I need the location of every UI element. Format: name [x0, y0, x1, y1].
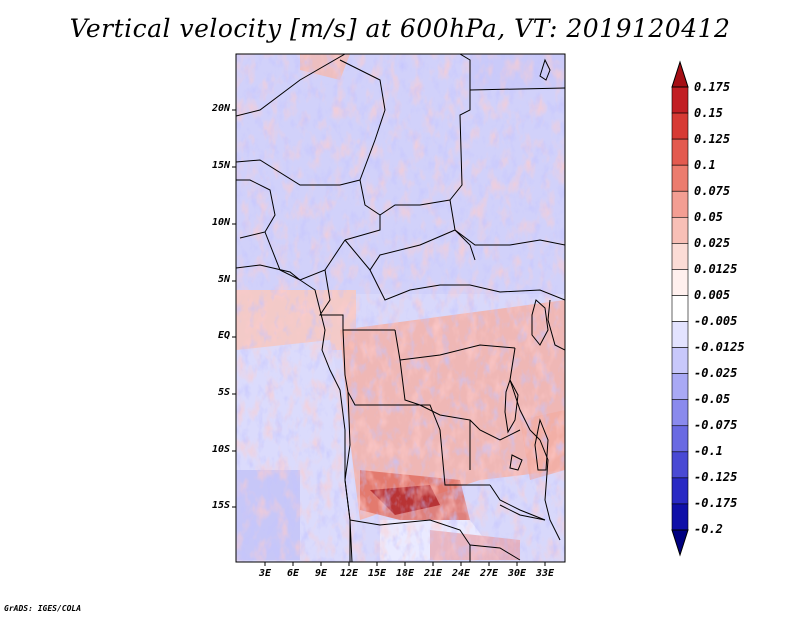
- colorbar-label: 0.005: [694, 288, 731, 302]
- lat-label-15s: 15S: [211, 500, 230, 511]
- colorbar-cell: [671, 451, 689, 479]
- lat-label-eq: EQ: [217, 330, 230, 341]
- map-frame: [235, 53, 566, 563]
- lon-label-27e: 27E: [479, 568, 499, 579]
- lon-label-12e: 12E: [339, 568, 359, 579]
- colorbar-cell: [671, 190, 689, 218]
- colorbar-cell: [671, 321, 689, 348]
- colorbar-top-arrow: [671, 60, 689, 88]
- colorbar-cell: [671, 164, 689, 192]
- lon-label-18e: 18E: [395, 568, 415, 579]
- colorbar-cell: [671, 373, 689, 401]
- lat-label-5s: 5S: [217, 387, 230, 398]
- colorbar-cells: [671, 86, 689, 531]
- grads-credit: GrADS: IGES/COLA: [4, 604, 82, 613]
- colorbar-cell: [671, 477, 689, 505]
- colorbar-label: 0.075: [694, 184, 731, 198]
- axis-ticks: [232, 109, 546, 566]
- colorbar-bottom-arrow: [671, 529, 689, 557]
- lat-label-10n: 10N: [211, 217, 230, 228]
- colorbar-cell: [671, 347, 689, 374]
- colorbar-label: 0.0125: [694, 262, 738, 276]
- colorbar-cell: [671, 138, 689, 166]
- colorbar: [671, 60, 689, 557]
- lon-label-30e: 30E: [507, 568, 527, 579]
- colorbar-cell: [671, 216, 689, 244]
- colorbar-label: -0.075: [694, 418, 738, 432]
- lon-label-6e: 6E: [286, 568, 300, 579]
- colorbar-label: -0.1: [694, 444, 723, 458]
- lon-label-24e: 24E: [451, 568, 471, 579]
- colorbar-label: 0.125: [694, 132, 731, 146]
- lon-label-9e: 9E: [314, 568, 328, 579]
- lon-label-15e: 15E: [367, 568, 387, 579]
- colorbar-label: -0.0125: [694, 340, 745, 354]
- colorbar-label: -0.025: [694, 366, 738, 380]
- lon-label-3e: 3E: [258, 568, 272, 579]
- colorbar-label: -0.2: [694, 522, 723, 536]
- lat-label-20n: 20N: [211, 103, 230, 114]
- map-title: Vertical velocity [m/s] at 600hPa, VT: 2…: [69, 14, 731, 43]
- lat-label-5n: 5N: [217, 274, 230, 285]
- colorbar-cell: [671, 425, 689, 453]
- colorbar-label: 0.15: [694, 106, 723, 120]
- colorbar-label: -0.125: [694, 470, 738, 484]
- lon-label-21e: 21E: [423, 568, 443, 579]
- colorbar-cell: [671, 269, 689, 296]
- colorbar-label: 0.05: [694, 210, 723, 224]
- colorbar-cell: [671, 399, 689, 427]
- colorbar-cell: [671, 243, 689, 270]
- lat-label-10s: 10S: [211, 444, 230, 455]
- lat-label-15n: 15N: [211, 160, 230, 171]
- lon-label-33e: 33E: [535, 568, 555, 579]
- colorbar-cell: [671, 503, 689, 531]
- colorbar-label: -0.005: [694, 314, 738, 328]
- colorbar-cell: [671, 112, 689, 140]
- colorbar-label: 0.175: [694, 80, 731, 94]
- colorbar-cell: [671, 86, 689, 114]
- colorbar-cell: [671, 295, 689, 322]
- colorbar-label: -0.175: [694, 496, 738, 510]
- colorbar-label: -0.05: [694, 392, 731, 406]
- velocity-field: [236, 54, 565, 562]
- colorbar-label: 0.025: [694, 236, 731, 250]
- colorbar-label: 0.1: [694, 158, 716, 172]
